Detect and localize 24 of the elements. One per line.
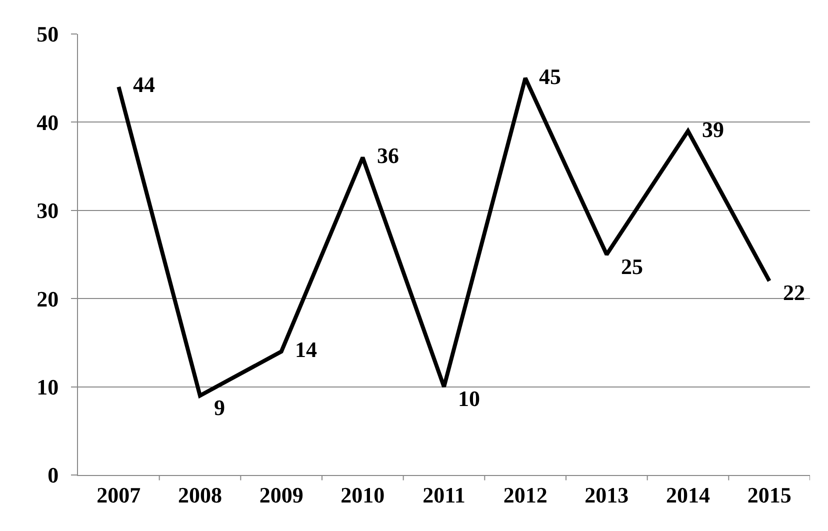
data-label: 44 bbox=[133, 72, 155, 97]
x-tick-label: 2015 bbox=[747, 482, 792, 508]
data-label: 39 bbox=[702, 117, 724, 142]
y-tick-label: 0 bbox=[48, 462, 59, 488]
x-tick-label: 2010 bbox=[340, 482, 385, 508]
data-label: 36 bbox=[377, 143, 399, 168]
data-label: 10 bbox=[458, 386, 480, 411]
x-tick-label: 2013 bbox=[584, 482, 629, 508]
x-tick-label: 2012 bbox=[503, 482, 548, 508]
y-tick-label: 50 bbox=[36, 22, 59, 47]
x-tick-label: 2009 bbox=[259, 482, 304, 508]
data-label: 22 bbox=[783, 280, 805, 305]
x-tick-label: 2011 bbox=[422, 482, 466, 508]
x-tick-label: 2014 bbox=[666, 482, 710, 508]
x-tick-label: 2008 bbox=[178, 482, 222, 508]
x-tick-label: 2007 bbox=[96, 482, 141, 508]
data-label: 9 bbox=[214, 395, 225, 420]
data-label: 25 bbox=[621, 254, 643, 279]
y-tick-label: 40 bbox=[36, 110, 59, 135]
data-label: 45 bbox=[539, 64, 561, 89]
data-label: 14 bbox=[295, 337, 317, 362]
y-tick-label: 20 bbox=[36, 286, 59, 312]
y-tick-label: 10 bbox=[36, 374, 59, 400]
y-tick-label: 30 bbox=[36, 198, 59, 224]
